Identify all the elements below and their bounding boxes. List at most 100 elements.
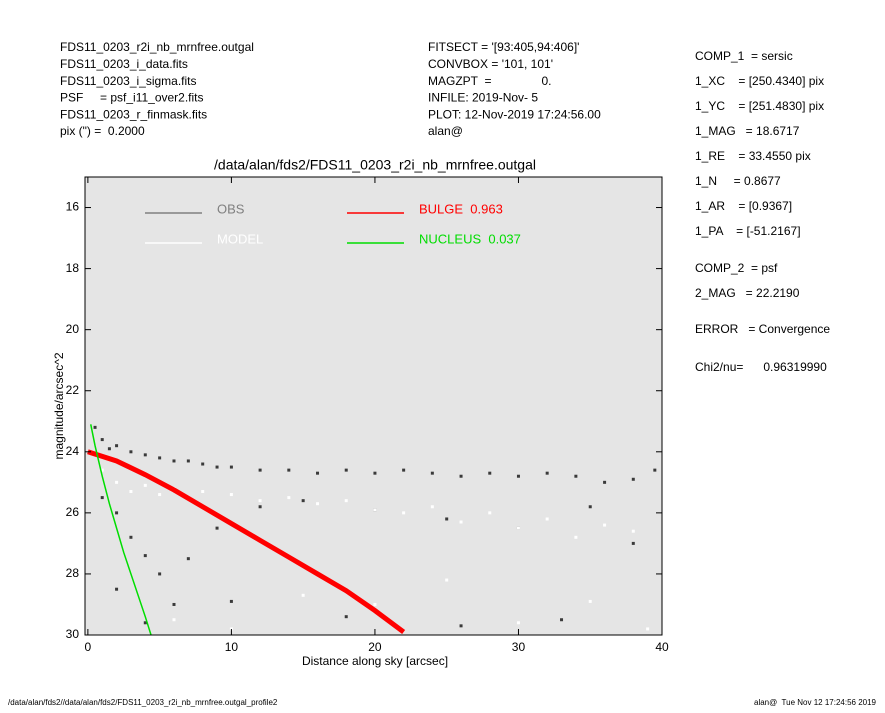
data-point [100, 438, 104, 442]
fit-parameter: COMP_2 = psf [695, 261, 778, 275]
plot-frame [84, 176, 663, 636]
y-tick-label: 30 [66, 627, 80, 641]
data-point [459, 474, 463, 478]
data-point [201, 462, 205, 466]
fit-parameter: COMP_1 = sersic [695, 49, 793, 63]
data-point [373, 508, 377, 512]
data-point [107, 447, 111, 451]
data-point [115, 480, 119, 484]
data-point [373, 471, 377, 475]
fit-parameter: 1_RE = 33.4550 pix [695, 149, 811, 163]
data-point [172, 602, 176, 606]
header-middle-line: PLOT: 12-Nov-2019 17:24:56.00 [428, 107, 601, 121]
data-point [115, 511, 119, 515]
data-point [545, 517, 549, 521]
fit-parameter: ERROR = Convergence [695, 322, 830, 336]
data-point [143, 453, 147, 457]
data-point [258, 499, 262, 503]
data-point [287, 496, 291, 500]
x-tick-label: 10 [225, 640, 239, 654]
fit-parameter: 2_MAG = 22.2190 [695, 286, 800, 300]
header-left-line: FDS11_0203_i_data.fits [60, 57, 188, 71]
fit-parameter: 1_N = 0.8677 [695, 174, 781, 188]
data-point [143, 554, 147, 558]
data-point [631, 529, 635, 533]
fit-parameter: 1_MAG = 18.6717 [695, 124, 800, 138]
data-point [201, 489, 205, 493]
data-point [344, 499, 348, 503]
data-point [143, 483, 147, 487]
y-tick-label: 16 [66, 200, 80, 214]
data-point [129, 450, 133, 454]
data-point [316, 471, 320, 475]
y-tick-label: 26 [66, 505, 80, 519]
y-tick-label: 20 [66, 322, 80, 336]
legend-label: BULGE 0.963 [419, 201, 503, 216]
footer-path: /data/alan/fds2//data/alan/fds2/FDS11_02… [8, 698, 278, 707]
data-point [301, 499, 305, 503]
header-middle-line: CONVBOX = '101, 101' [428, 57, 553, 71]
profile-line [90, 424, 152, 635]
data-point [115, 444, 119, 448]
data-point [100, 468, 104, 472]
y-tick-label: 28 [66, 566, 80, 580]
header-left-line: pix (") = 0.2000 [60, 124, 145, 138]
data-point [172, 459, 176, 463]
data-point [603, 523, 607, 527]
data-point [344, 468, 348, 472]
data-point [445, 517, 449, 521]
x-tick-label: 0 [85, 640, 92, 654]
data-point [488, 511, 492, 515]
data-point [115, 587, 119, 591]
data-point [93, 425, 97, 429]
data-point [488, 471, 492, 475]
data-point [129, 489, 133, 493]
data-point [459, 520, 463, 524]
x-axis-label: Distance along sky [arcsec] [302, 654, 448, 668]
data-point [588, 505, 592, 509]
data-point [129, 535, 133, 539]
data-point [186, 459, 190, 463]
data-point [143, 621, 147, 625]
fit-parameter: 1_AR = [0.9367] [695, 199, 792, 213]
data-point [158, 456, 162, 460]
data-point [229, 599, 233, 603]
data-point [402, 468, 406, 472]
data-point [653, 468, 657, 472]
data-point [603, 480, 607, 484]
data-point [258, 505, 262, 509]
data-point [445, 578, 449, 582]
fit-parameter: 1_YC = [251.4830] pix [695, 99, 824, 113]
header-left-line: FDS11_0203_r2i_nb_mrnfree.outgal [60, 40, 254, 54]
y-tick-label: 22 [66, 383, 80, 397]
data-point [430, 471, 434, 475]
chart-title: /data/alan/fds2/FDS11_0203_r2i_nb_mrnfre… [214, 157, 536, 173]
profile-line [87, 449, 406, 634]
data-point [186, 557, 190, 561]
header-left-line: FDS11_0203_r_finmask.fits [60, 107, 207, 121]
legend-label: NUCLEUS 0.037 [419, 231, 521, 246]
data-point [172, 618, 176, 622]
fit-parameter: 1_PA = [-51.2167] [695, 224, 801, 238]
y-axis-label: magnitude/arcsec^2 [52, 352, 66, 459]
data-point [215, 465, 219, 469]
data-point [158, 572, 162, 576]
fit-parameter: 1_XC = [250.4340] pix [695, 74, 824, 88]
data-point [574, 474, 578, 478]
data-point [430, 505, 434, 509]
data-point [402, 511, 406, 515]
header-middle-line: FITSECT = '[93:405,94:406]' [428, 40, 579, 54]
data-point [516, 474, 520, 478]
data-point [588, 599, 592, 603]
data-point [316, 502, 320, 506]
legend-label: MODEL [217, 231, 263, 246]
header-middle-line: INFILE: 2019-Nov- 5 [428, 91, 538, 105]
data-point [287, 468, 291, 472]
header-middle-line: MAGZPT = 0. [428, 74, 551, 88]
data-point [560, 618, 564, 622]
y-tick-label: 24 [66, 444, 80, 458]
data-point [100, 496, 104, 500]
data-point [344, 615, 348, 619]
